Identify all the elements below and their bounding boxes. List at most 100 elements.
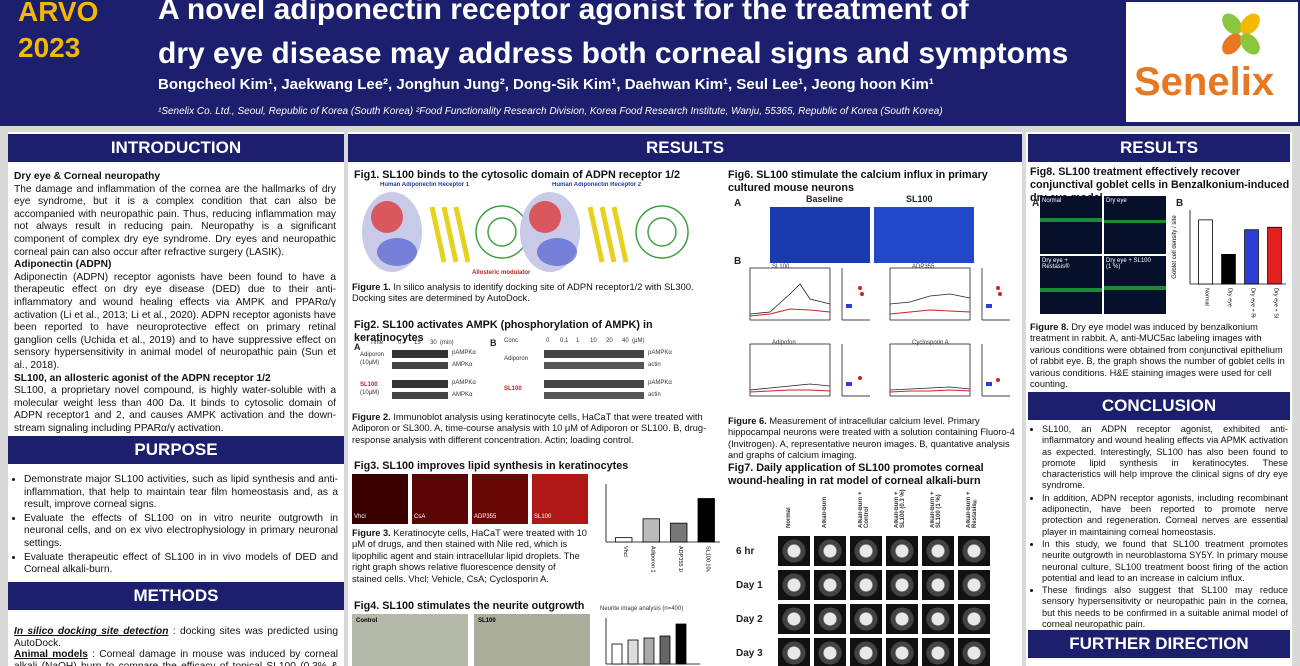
conference-label: ARVO 2023 [18, 0, 99, 63]
purpose-body: Demonstrate major SL100 activities, such… [14, 474, 338, 578]
fig4-graph-title: Neurite image analysis (n=400) [600, 606, 684, 612]
poster-header: ARVO 2023 A novel adiponectin receptor a… [0, 0, 1300, 126]
introduction-body: Dry eye & Corneal neuropathy The damage … [14, 171, 336, 434]
fig7-eye-image [850, 570, 882, 600]
list-item: These findings also suggest that SL100 m… [1042, 585, 1288, 630]
fig7-column-label: Alkali-burn + Restasis® [966, 491, 978, 528]
list-item: SL100, an ADPN receptor agonist, exhibit… [1042, 424, 1288, 492]
logo-wordmark: Senelix [1134, 60, 1275, 104]
fig7-eye-image [886, 570, 918, 600]
fig7-row-label: Day 3 [736, 648, 763, 659]
fig7-eye-image [778, 570, 810, 600]
fig7-eye-image [778, 604, 810, 634]
further-direction-heading: FURTHER DIRECTION [1028, 630, 1290, 658]
fig7-eye-image [922, 536, 954, 566]
fig7-column-label: Alkali-burn + SL100 (0.3 %) [894, 489, 906, 528]
fig7-eye-image [922, 638, 954, 666]
fig7-eye-image [778, 638, 810, 666]
logo-mark-icon [1222, 13, 1260, 55]
list-item: In addition, ADPN receptor agonists, inc… [1042, 493, 1288, 538]
y-axis-label: Goblet cell density / site [1172, 215, 1178, 279]
bar-3 [1267, 226, 1282, 285]
tick-label: Vhcl [622, 546, 628, 557]
tick-label: Dry eye [1227, 288, 1233, 307]
fig7-row-label: Day 2 [736, 614, 763, 625]
tick-label: SL100 10uM [704, 546, 710, 572]
fig6-panel-a: A [734, 198, 742, 209]
affiliations: ¹Senelix Co. Ltd., Seoul, Republic of Ko… [158, 106, 943, 117]
fig7-eye-image [850, 638, 882, 666]
introduction-heading: INTRODUCTION [8, 134, 344, 162]
fig7-title: Fig7. Daily application of SL100 promote… [728, 462, 984, 487]
fig2-image: A Time 0 15 30 (min) Adiporon (10μM) SL1… [354, 338, 672, 399]
fig7-eye-image [814, 570, 846, 600]
conclusion-body: SL100, an ADPN receptor agonist, exhibit… [1032, 424, 1288, 631]
fig3-title: Fig3. SL100 improves lipid synthesis in … [354, 460, 629, 472]
results-heading: RESULTS [348, 134, 1022, 162]
fig7-eye-image [958, 638, 990, 666]
fig6-sl100-image [874, 207, 974, 263]
bar-1 [642, 518, 660, 543]
fig7-eye-image [814, 536, 846, 566]
fig6-caption: Figure 6. Measurement of intracellular c… [728, 416, 1015, 461]
bar-2 [1244, 229, 1259, 285]
fig7-eye-image [886, 638, 918, 666]
fig7-eye-image [958, 604, 990, 634]
fig7-eye-image [958, 570, 990, 600]
fig4-title: Fig4. SL100 stimulates the neurite outgr… [354, 600, 585, 612]
tick-label: Dry eye + SL100 (1 %) [1273, 288, 1279, 318]
methods-heading: METHODS [8, 582, 344, 610]
fig7-eye-image [778, 536, 810, 566]
bar-3 [697, 498, 715, 543]
results2-heading: RESULTS [1028, 134, 1290, 162]
list-item: Evaluate the effects of SL100 on in vitr… [24, 513, 338, 551]
tick-label: Normal [1204, 288, 1210, 306]
fig6-baseline-label: Baseline [806, 194, 844, 204]
list-item: In this study, we found that SL100 treat… [1042, 539, 1288, 584]
list-item: Demonstrate major SL100 activities, such… [24, 474, 338, 512]
fig1-caption: Figure 1. In silico analysis to identify… [352, 282, 694, 304]
bar-0 [615, 537, 633, 543]
fig8-caption: Figure 8. Dry eye model was induced by b… [1030, 322, 1285, 390]
methods-body: In silico docking site detection : docki… [14, 626, 338, 666]
tick-label: Adiporon 10uM [649, 546, 655, 572]
purpose-heading: PURPOSE [8, 436, 344, 464]
fig4-images: Control SL100 [352, 614, 592, 666]
tick-label: ADP355 10uM [677, 546, 683, 572]
fig7-eye-image [886, 604, 918, 634]
fig7-eye-image [922, 604, 954, 634]
fig3-images: Vhcl CsA ADP355 SL100 [352, 474, 588, 524]
fig6-sl100-label: SL100 [906, 194, 933, 204]
fig7-eye-image [886, 536, 918, 566]
fig6-baseline-image [770, 207, 870, 263]
fig6-plots [749, 267, 1010, 397]
senelix-logo: Senelix [1126, 2, 1298, 122]
fig8-panel-a: A [1032, 198, 1040, 209]
list-item: Evaluate therapeutic effect of SL100 in … [24, 552, 338, 577]
fig7-column-label: Normal [786, 507, 792, 528]
fig7-eye-image [922, 570, 954, 600]
fig3-caption: Figure 3. Keratinocyte cells, HaCaT were… [352, 528, 587, 584]
fig1-title: Fig1. SL100 binds to the cytosolic domai… [354, 169, 680, 181]
fig7-column-label: Alkali-burn + Control [858, 491, 870, 528]
fig8-images: Normal Dry eye Dry eye + Restasis® Dry e… [1040, 196, 1168, 316]
fig7-row-label: Day 1 [736, 580, 763, 591]
conclusion-heading: CONCLUSION [1028, 392, 1290, 420]
fig7-eye-image [958, 536, 990, 566]
fig2-caption: Figure 2. Immunoblot analysis using kera… [352, 412, 707, 445]
bar-0 [1198, 219, 1213, 285]
fig3-bar-chart: Vhcl Adiporon 10uM ADP355 10uM SL100 10uM [605, 484, 720, 572]
left-column [8, 132, 344, 666]
fig7-column-label: Alkali-burn [822, 496, 828, 528]
fig7-eye-image [814, 638, 846, 666]
tick-label: Dry eye + Restasis® [1250, 288, 1257, 318]
fig7-eye-image [850, 604, 882, 634]
fig7-column-label: Alkali-burn + SL100 (1 %) [930, 491, 942, 528]
bar-2 [670, 522, 688, 543]
bar-1 [1221, 254, 1236, 285]
fig7-row-label: 6 hr [736, 546, 755, 557]
fig1-image: Human Adiponectin Receptor 1 Human Adipo… [352, 182, 720, 278]
fig6-panel-b: B [734, 256, 742, 267]
poster-title: A novel adiponectin receptor agonist for… [158, 0, 1069, 70]
fig8-bar-chart: Normal Dry eye Dry eye + Restasis® Dry eye … [1172, 210, 1286, 318]
